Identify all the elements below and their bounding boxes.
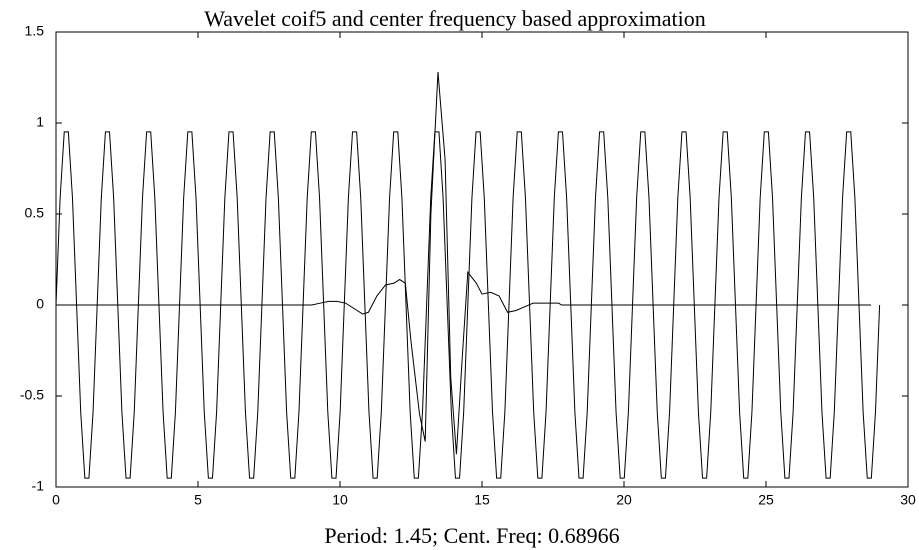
x-tick-label: 10 <box>332 492 348 508</box>
x-tick-label: 25 <box>758 492 774 508</box>
x-tick-label: 15 <box>474 492 490 508</box>
x-axis-label: Period: 1.45; Cent. Freq: 0.68966 <box>324 523 619 548</box>
x-tick-label: 30 <box>900 492 916 508</box>
x-tick-label: 20 <box>616 492 632 508</box>
y-tick-label: 1 <box>36 114 44 130</box>
y-tick-label: 0.5 <box>25 205 45 221</box>
x-tick-label: 5 <box>194 492 202 508</box>
y-tick-label: 0 <box>36 296 44 312</box>
y-tick-label: -0.5 <box>20 387 44 403</box>
series-line <box>56 71 872 455</box>
plot-frame <box>55 31 909 488</box>
series-line <box>55 131 881 479</box>
x-tick-label: 0 <box>52 492 60 508</box>
y-tick-label: -1 <box>32 478 45 494</box>
y-tick-label: 1.5 <box>25 23 45 39</box>
chart-title: Wavelet coif5 and center frequency based… <box>204 6 706 31</box>
